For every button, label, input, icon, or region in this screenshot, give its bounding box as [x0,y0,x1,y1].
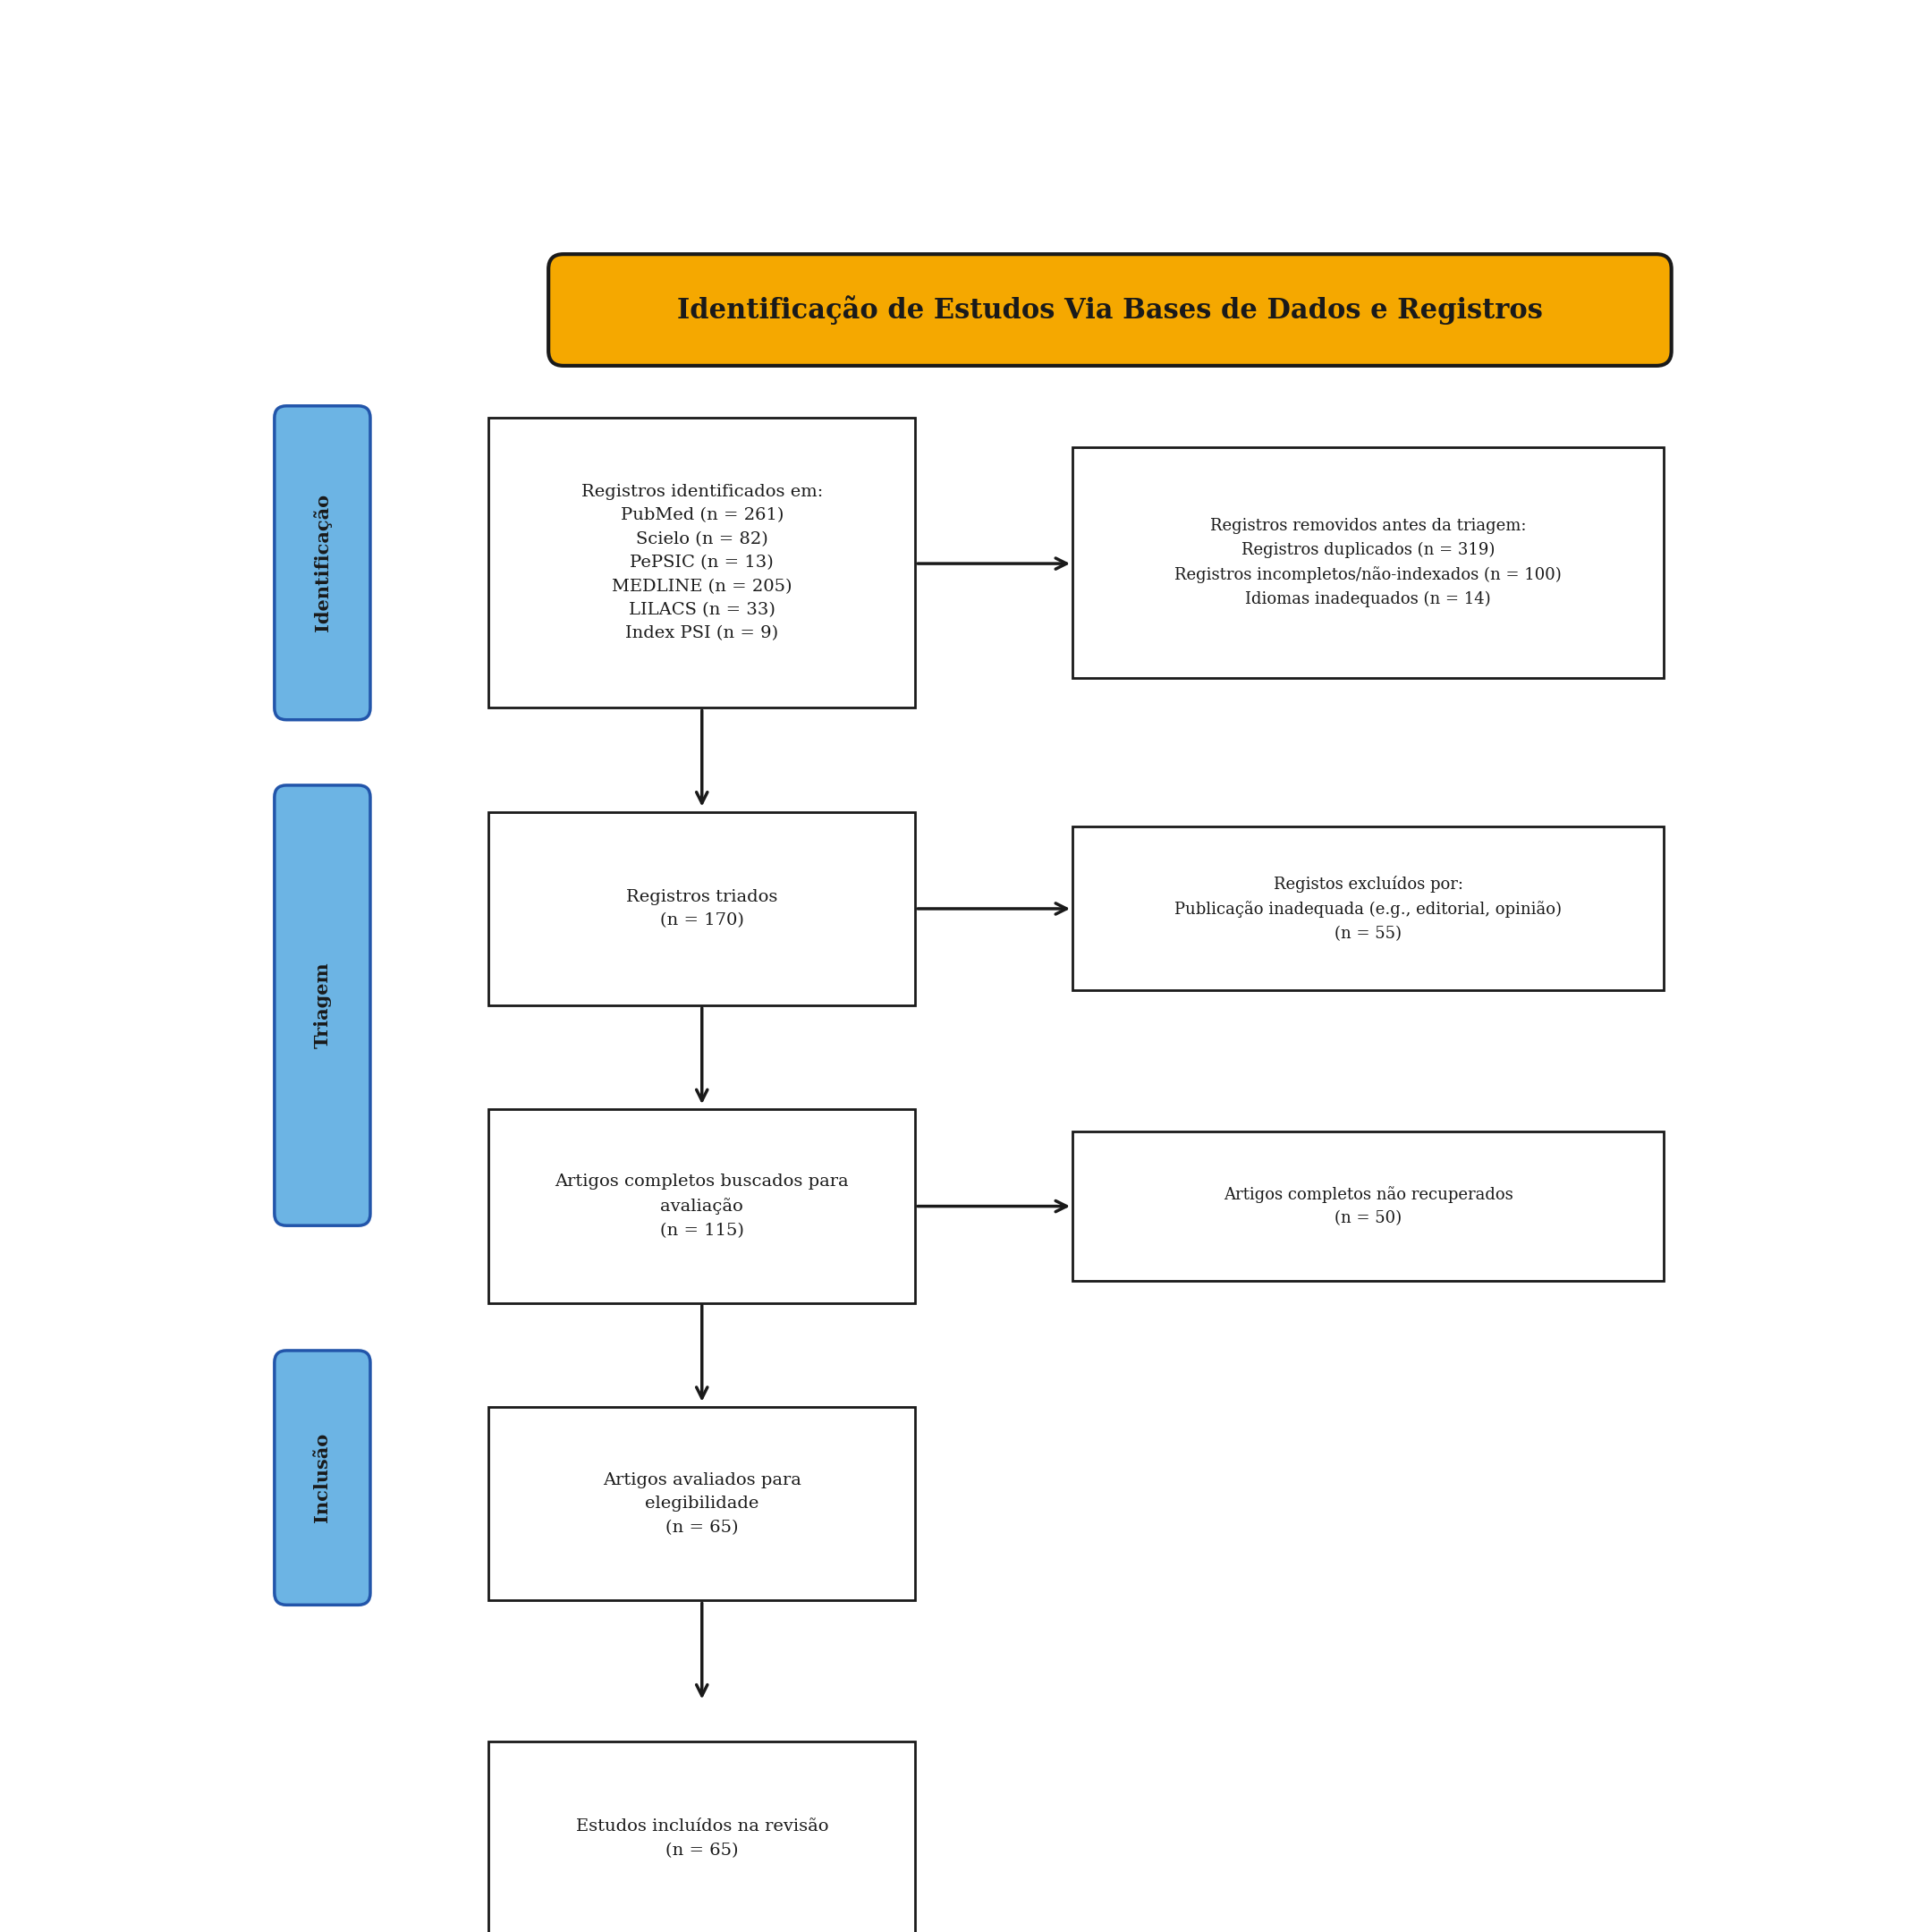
FancyBboxPatch shape [489,1743,916,1932]
FancyBboxPatch shape [489,811,916,1005]
FancyBboxPatch shape [274,784,371,1225]
FancyBboxPatch shape [489,1109,916,1302]
Text: Inclusão: Inclusão [313,1434,330,1522]
Text: Registos excluídos por:
Publicação inadequada (e.g., editorial, opinião)
(n = 55: Registos excluídos por: Publicação inade… [1175,875,1561,941]
FancyBboxPatch shape [549,255,1671,365]
Text: Registros triados
(n = 170): Registros triados (n = 170) [626,889,779,929]
Text: Artigos avaliados para
elegibilidade
(n = 65): Artigos avaliados para elegibilidade (n … [603,1472,802,1536]
Text: Triagem: Triagem [313,962,330,1049]
FancyBboxPatch shape [489,1406,916,1600]
FancyBboxPatch shape [274,1350,371,1605]
Text: Identificação: Identificação [313,495,332,632]
FancyBboxPatch shape [1072,827,1663,991]
Text: Artigos completos não recuperados
(n = 50): Artigos completos não recuperados (n = 5… [1223,1186,1513,1227]
FancyBboxPatch shape [274,406,371,721]
Text: Registros identificados em:
PubMed (n = 261)
Scielo (n = 82)
PePSIC (n = 13)
MED: Registros identificados em: PubMed (n = … [582,483,823,641]
FancyBboxPatch shape [1072,448,1663,678]
FancyBboxPatch shape [489,417,916,707]
Text: Estudos incluídos na revisão
(n = 65): Estudos incluídos na revisão (n = 65) [576,1818,829,1859]
Text: Artigos completos buscados para
avaliação
(n = 115): Artigos completos buscados para avaliaçã… [554,1175,848,1238]
Text: Registros removidos antes da triagem:
Registros duplicados (n = 319)
Registros i: Registros removidos antes da triagem: Re… [1175,518,1561,607]
Text: Identificação de Estudos Via Bases de Dados e Registros: Identificação de Estudos Via Bases de Da… [676,296,1544,325]
FancyBboxPatch shape [1072,1132,1663,1281]
